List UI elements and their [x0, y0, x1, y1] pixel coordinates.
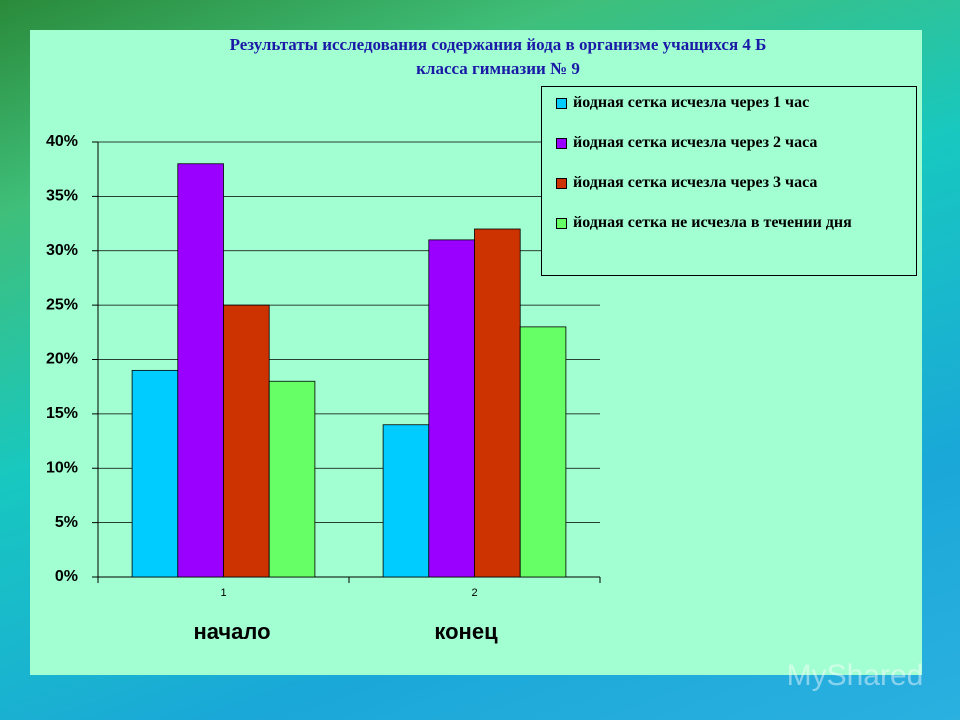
legend-swatch — [556, 178, 567, 189]
category-caption: начало — [193, 619, 270, 644]
y-tick-label: 10% — [46, 459, 78, 476]
legend-label: йодная сетка исчезла через 1 час — [573, 94, 810, 111]
legend: йодная сетка исчезла через 1 час йодная с… — [541, 86, 917, 276]
chart-title: Результаты исследования содержания йода … — [230, 35, 767, 54]
legend-item: йодная сетка исчезла через 2 часа — [556, 133, 906, 152]
bar — [177, 163, 224, 578]
x-tick-label: 1 — [220, 587, 226, 599]
legend-label: йодная сетка исчезла через 2 часа — [573, 134, 818, 151]
y-tick-label: 20% — [46, 351, 78, 368]
bar — [382, 424, 430, 578]
legend-item: йодная сетка не исчезла в течении дня — [556, 213, 906, 232]
x-tick-label: 2 — [471, 587, 477, 599]
y-tick-label: 35% — [46, 188, 78, 205]
bar — [428, 239, 475, 578]
category-caption: конец — [434, 619, 498, 644]
bar — [519, 326, 567, 578]
watermark: MyShared — [787, 659, 924, 692]
legend-swatch — [556, 138, 567, 149]
chart-title: класса гимназии № 9 — [416, 59, 580, 78]
y-tick-label: 0% — [55, 568, 78, 585]
y-tick-label: 15% — [46, 405, 78, 422]
legend-item: йодная сетка исчезла через 1 час — [556, 93, 906, 112]
legend-swatch — [556, 218, 567, 229]
legend-item: йодная сетка исчезла через 3 часа — [556, 173, 906, 192]
y-tick-label: 25% — [46, 296, 78, 313]
y-tick-label: 30% — [46, 242, 78, 259]
legend-label: йодная сетка исчезла через 3 часа — [573, 174, 818, 191]
bar — [131, 369, 179, 578]
bar — [223, 304, 270, 578]
bar — [268, 380, 316, 578]
legend-label: йодная сетка не исчезла в течении дня — [573, 214, 852, 231]
y-tick-label: 5% — [55, 514, 78, 531]
legend-swatch — [556, 98, 567, 109]
y-tick-label: 40% — [46, 133, 78, 150]
bar — [474, 228, 521, 578]
